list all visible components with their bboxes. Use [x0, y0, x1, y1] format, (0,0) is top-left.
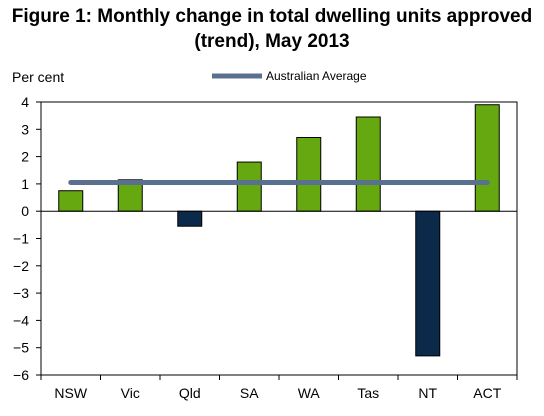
bar-vic	[117, 179, 143, 212]
x-tick-label-qld: Qld	[179, 385, 201, 401]
y-tick-label: 3	[21, 121, 29, 137]
bar-qld	[177, 210, 203, 227]
chart-title-line-2: (trend), May 2013	[194, 31, 350, 52]
x-tick-label-sa: SA	[240, 385, 259, 401]
axes	[36, 101, 518, 380]
bars	[58, 104, 500, 357]
bar-tas	[355, 116, 381, 212]
bar-nsw	[58, 190, 84, 212]
chart-title-line-1: Figure 1: Monthly change in total dwelli…	[11, 6, 533, 27]
y-tick-label: 1	[21, 176, 29, 192]
y-tick-label: 0	[21, 203, 29, 219]
legend-label-australian-average: Australian Average	[266, 69, 367, 83]
x-tick-label-nt: NT	[418, 385, 437, 401]
y-tick-label: −6	[13, 367, 29, 383]
plot-border	[40, 101, 518, 376]
y-tick-label: −5	[13, 340, 29, 356]
y-tick-label: −2	[13, 258, 29, 274]
bar-sa	[236, 161, 262, 212]
y-tick-label: 4	[21, 94, 29, 110]
bar-wa	[296, 136, 322, 212]
legend: Australian Average	[212, 69, 367, 83]
bar-nt	[415, 210, 441, 357]
y-tick-label: −1	[13, 231, 29, 247]
x-tick-label-vic: Vic	[121, 385, 140, 401]
y-tick-label: −4	[13, 312, 29, 328]
x-tick-label-tas: Tas	[357, 385, 379, 401]
bar-act	[474, 104, 500, 212]
x-tick-labels: NSW Vic Qld SA WA Tas NT ACT	[54, 385, 501, 401]
y-tick-labels: 4 3 2 1 0 −1 −2 −3 −4 −5 −6	[13, 94, 29, 383]
y-tick-label: −3	[13, 285, 29, 301]
y-tick-label: 2	[21, 149, 29, 165]
y-axis-title: Per cent	[12, 69, 64, 85]
x-tick-label-nsw: NSW	[54, 385, 87, 401]
x-tick-label-act: ACT	[473, 385, 501, 401]
x-tick-label-wa: WA	[298, 385, 321, 401]
